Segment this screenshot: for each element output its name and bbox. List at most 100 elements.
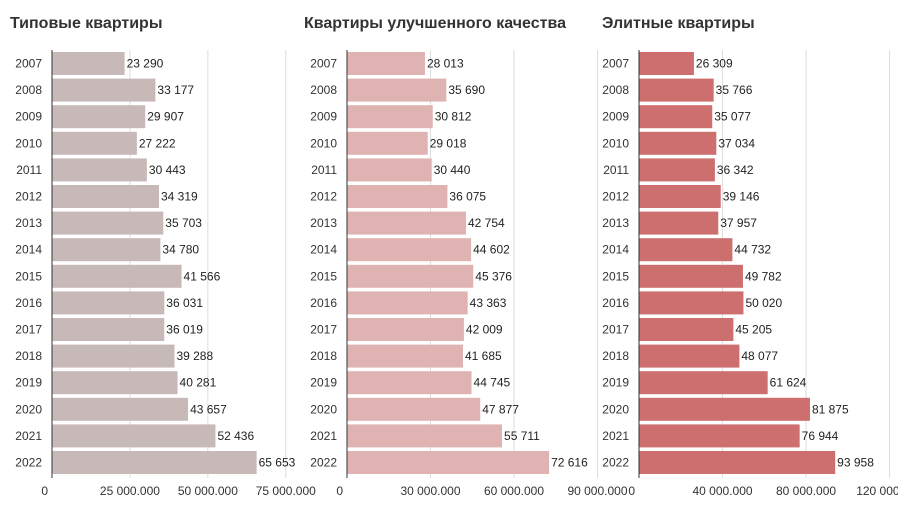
bar [347, 78, 447, 102]
data-label: 43 363 [470, 296, 507, 310]
category-label: 2019 [602, 376, 629, 390]
bar [52, 52, 125, 75]
bar [52, 185, 159, 208]
data-label: 33 177 [157, 83, 194, 97]
category-label: 2009 [602, 110, 629, 124]
bar [52, 158, 147, 182]
data-label: 42 754 [468, 216, 505, 230]
data-label: 36 075 [449, 190, 486, 204]
bar [639, 105, 713, 129]
x-tick-label: 0 [628, 484, 635, 498]
data-label: 40 281 [180, 376, 217, 390]
category-label: 2019 [310, 376, 337, 390]
bar [347, 238, 472, 262]
bar [639, 238, 733, 262]
data-label: 93 958 [837, 456, 874, 470]
data-label: 30 812 [435, 110, 472, 124]
data-label: 34 780 [162, 243, 199, 257]
x-tick-label: 40 000.000 [692, 484, 752, 498]
category-label: 2010 [15, 136, 42, 150]
bar [52, 424, 216, 448]
data-label: 47 877 [482, 402, 519, 416]
category-label: 2010 [602, 136, 629, 150]
data-label: 39 288 [176, 349, 213, 363]
bar [52, 371, 178, 395]
data-label: 65 653 [259, 456, 296, 470]
data-label: 42 009 [466, 323, 503, 337]
category-label: 2016 [15, 296, 42, 310]
bar [639, 291, 744, 315]
category-label: 2007 [15, 57, 42, 71]
data-label: 44 732 [734, 243, 771, 257]
category-label: 2020 [310, 402, 337, 416]
category-label: 2013 [15, 216, 42, 230]
category-label: 2019 [15, 376, 42, 390]
category-label: 2020 [15, 402, 42, 416]
data-label: 55 711 [504, 429, 540, 443]
x-tick-label: 0 [41, 484, 48, 498]
data-label: 29 018 [430, 136, 467, 150]
category-label: 2012 [310, 190, 337, 204]
data-label: 72 616 [551, 456, 588, 470]
bar [347, 291, 468, 315]
bar [639, 131, 717, 155]
bar [52, 105, 146, 129]
data-label: 45 205 [735, 323, 772, 337]
data-label: 61 624 [770, 376, 807, 390]
bar [52, 131, 137, 155]
category-label: 2015 [310, 269, 337, 283]
data-label: 76 944 [802, 429, 839, 443]
bar [52, 291, 165, 315]
data-label: 26 309 [696, 57, 733, 71]
bar [347, 424, 503, 448]
bar [52, 78, 156, 102]
category-label: 2008 [602, 83, 629, 97]
bar [347, 318, 464, 341]
category-label: 2014 [15, 243, 42, 257]
data-label: 44 745 [474, 376, 511, 390]
data-label: 48 077 [741, 349, 778, 363]
x-tick-label: 50 000.000 [178, 484, 238, 498]
category-label: 2011 [16, 163, 42, 177]
category-label: 2020 [602, 402, 629, 416]
bar [639, 451, 836, 474]
data-label: 23 290 [127, 57, 164, 71]
bar [347, 158, 432, 182]
category-label: 2009 [15, 110, 42, 124]
data-label: 49 782 [745, 269, 782, 283]
category-label: 2012 [15, 190, 42, 204]
bar [347, 211, 466, 235]
bar [347, 344, 464, 368]
bar [639, 424, 800, 448]
bar [639, 344, 740, 368]
panel-title: Элитные квартиры [602, 15, 755, 32]
bar [347, 397, 481, 421]
category-label: 2017 [310, 323, 337, 337]
data-label: 35 703 [165, 216, 202, 230]
category-label: 2016 [310, 296, 337, 310]
category-label: 2008 [310, 83, 337, 97]
x-tick-label: 80 000.000 [776, 484, 836, 498]
category-label: 2021 [602, 429, 629, 443]
bar [639, 264, 743, 288]
data-label: 35 077 [714, 110, 751, 124]
bar [639, 78, 714, 102]
category-label: 2007 [310, 57, 337, 71]
panel-title: Типовые квартиры [10, 15, 162, 32]
x-tick-label: 30 000.000 [400, 484, 460, 498]
category-label: 2016 [602, 296, 629, 310]
x-tick-label: 75 000.000 [256, 484, 316, 498]
category-label: 2021 [15, 429, 42, 443]
category-label: 2022 [310, 456, 337, 470]
bar [52, 264, 182, 288]
bar [347, 264, 474, 288]
bar [347, 131, 428, 155]
bar [52, 238, 161, 262]
data-label: 45 376 [475, 269, 512, 283]
data-label: 43 657 [190, 402, 227, 416]
category-label: 2008 [15, 83, 42, 97]
category-label: 2015 [15, 269, 42, 283]
category-label: 2007 [602, 57, 629, 71]
